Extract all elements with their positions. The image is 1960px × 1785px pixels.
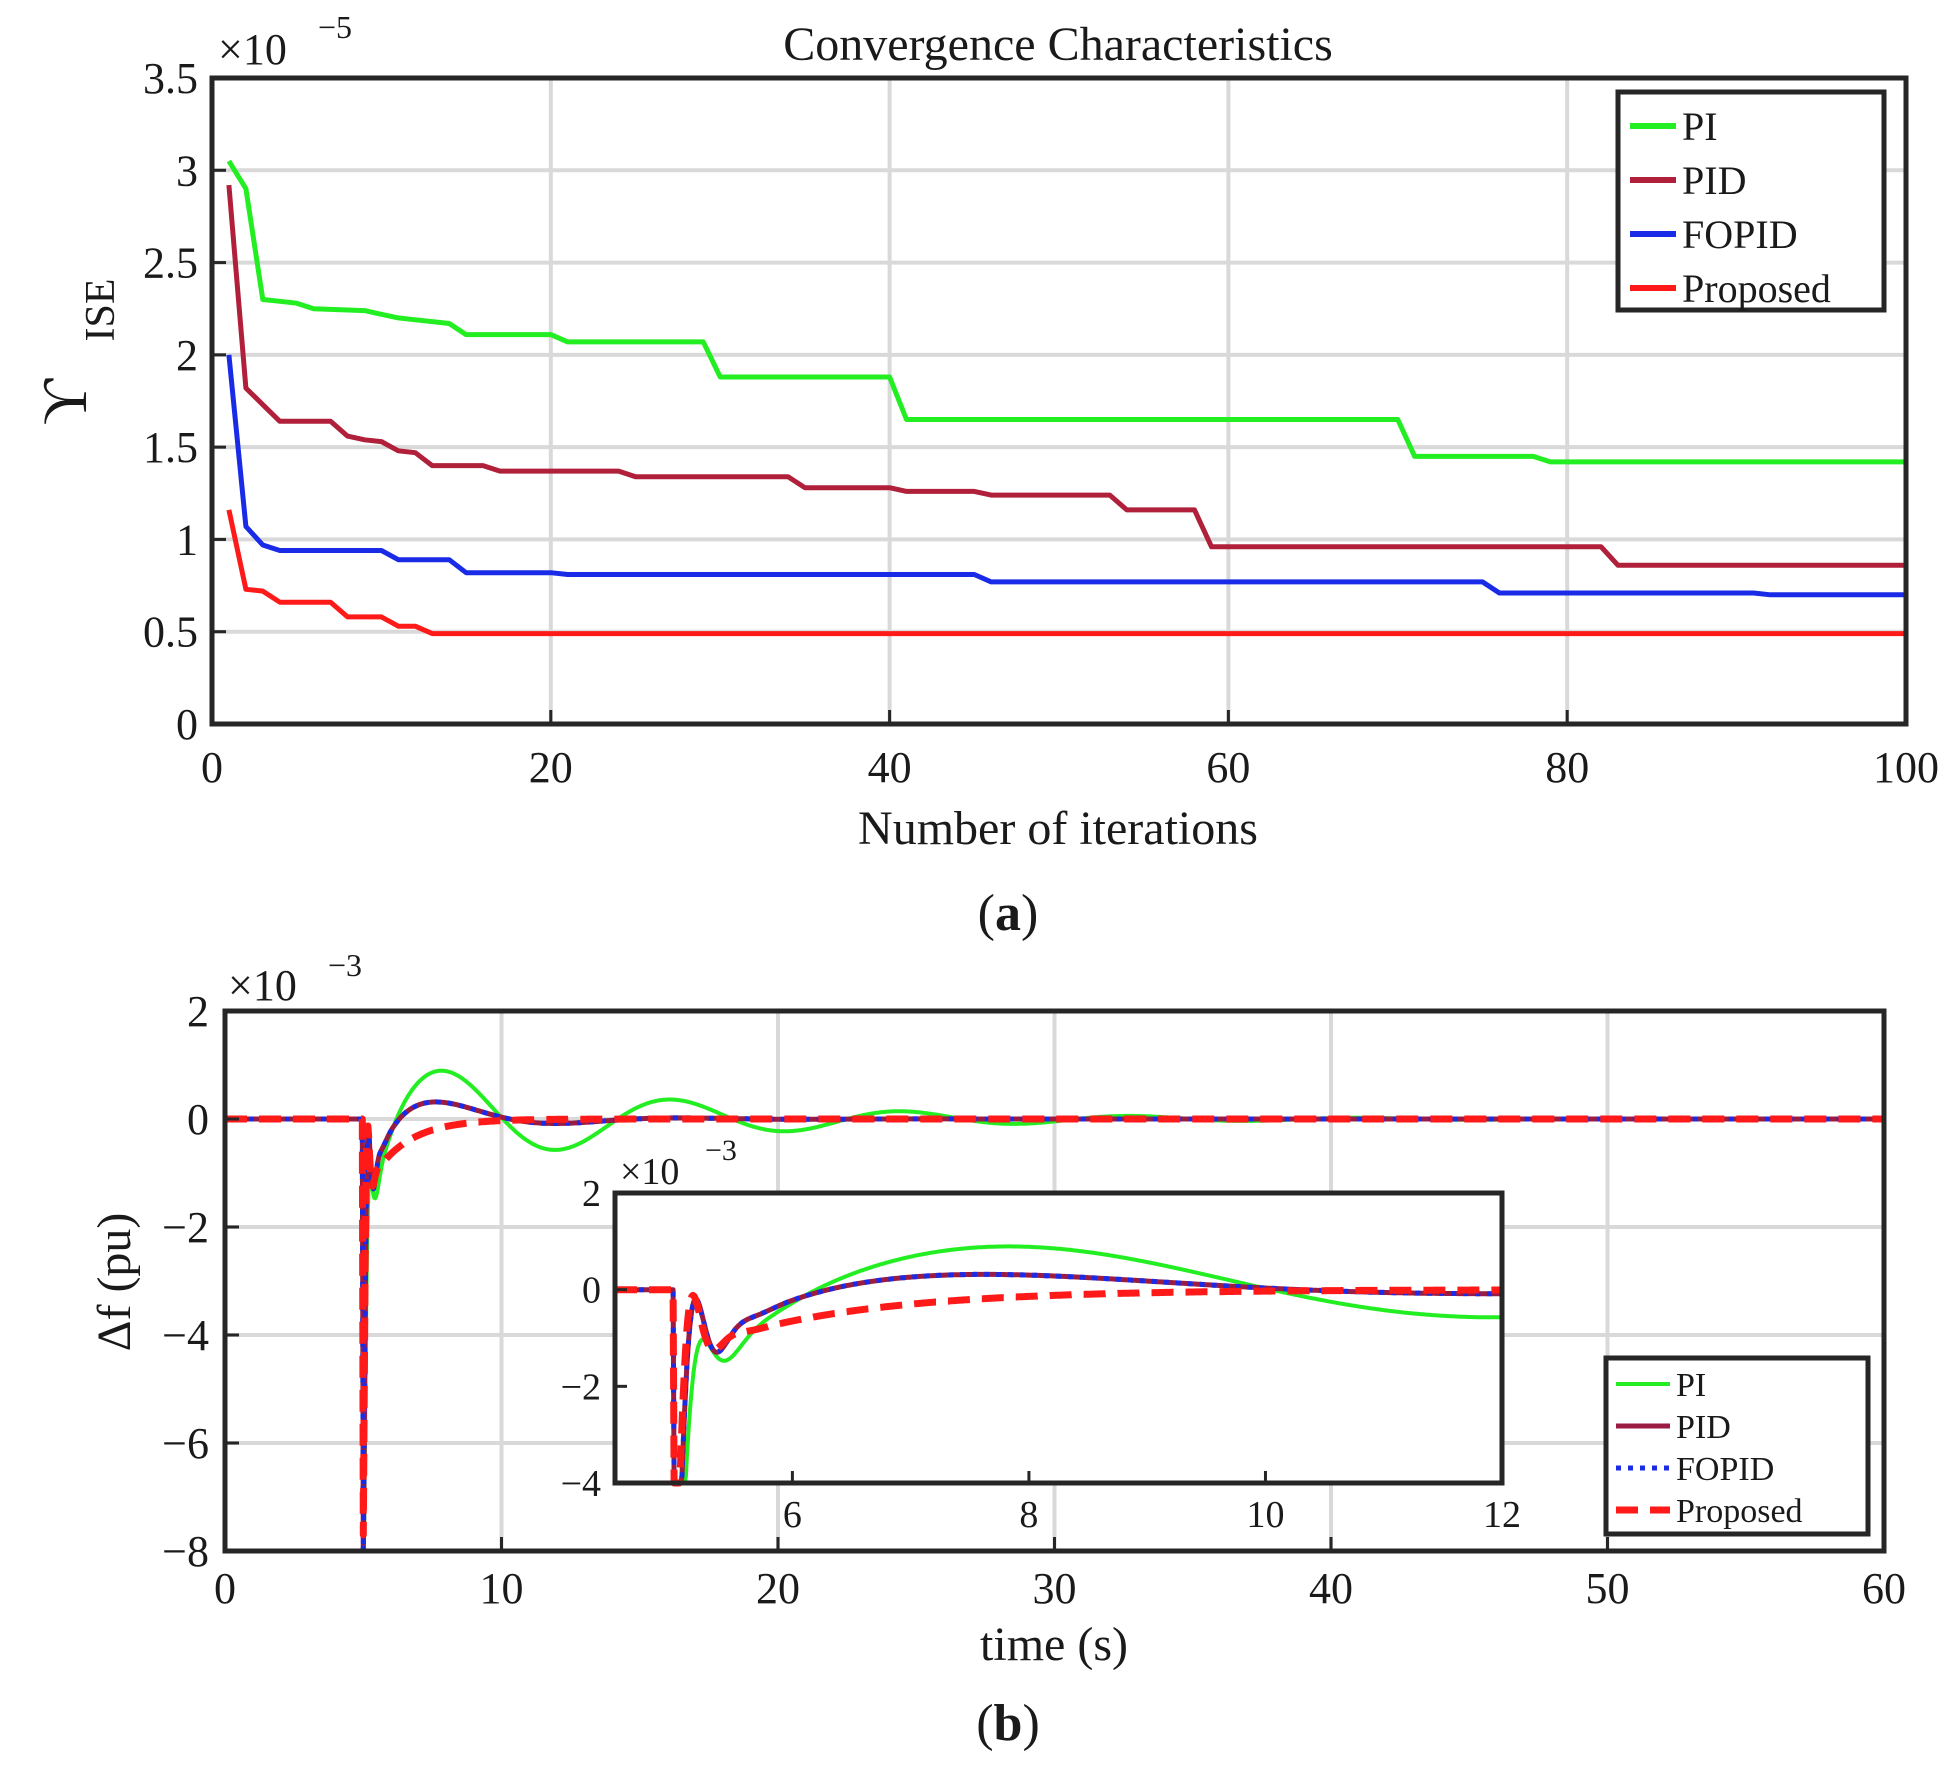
- x-tick-label-a: 0: [201, 743, 223, 792]
- x-tick-label-b: 0: [214, 1564, 236, 1613]
- exponent-power-inset: −3: [705, 1134, 737, 1167]
- y-tick-label-a: 0: [176, 700, 198, 749]
- series-line-pi: [226, 159, 1906, 465]
- series-inset: [612, 1244, 1505, 1487]
- y-tick-label-inset: −2: [561, 1366, 601, 1408]
- ticks-inset: 6 8 10 12 −4 −2 0 2: [561, 1173, 1521, 1536]
- x-tick-label-a: 40: [868, 743, 912, 792]
- series-line-proposed: [222, 1115, 1887, 1539]
- series-line-fopid: [226, 354, 1906, 598]
- legend-label-fopid: FOPID: [1682, 212, 1798, 257]
- y-tick-label-a: 0.5: [143, 608, 198, 657]
- panel-letter-a: a: [995, 885, 1021, 942]
- x-tick-label-a: 20: [529, 743, 573, 792]
- ticks-a: 0 20 40 60 80 100 0 0.5 1 1.5 2 2.5 3 3.5: [143, 54, 1939, 792]
- y-tick-label-b: −2: [162, 1203, 209, 1252]
- legend-box-b: [1603, 1355, 1871, 1537]
- legend-label-b-pi: PI: [1676, 1367, 1706, 1404]
- panel-letter-b: b: [994, 1695, 1023, 1752]
- y-tick-label-inset: −4: [561, 1463, 601, 1505]
- exponent-label-a: ×10 −5: [218, 9, 352, 74]
- series-line-fopid: [613, 1271, 1504, 1486]
- exponent-prefix-inset: ×10: [620, 1151, 679, 1193]
- inset-chart: 6 8 10 12 −4 −2 0 2 ×10 −3: [561, 1134, 1521, 1536]
- chart-title-a: Convergence Characteristics: [783, 18, 1333, 71]
- x-tick-label-b: 50: [1586, 1564, 1630, 1613]
- plot-frame-a: [209, 75, 1909, 727]
- plot-frame-inset: [612, 1190, 1505, 1486]
- series-line-pi: [614, 1244, 1503, 1485]
- series-b: [222, 1068, 1887, 1554]
- x-tick-label-b: 30: [1033, 1564, 1077, 1613]
- x-tick-label-b: 10: [480, 1564, 524, 1613]
- exponent-prefix-a: ×10: [218, 25, 287, 74]
- convergence-chart: 0 20 40 60 80 100 0 0.5 1 1.5 2 2.5 3 3.5 Convergence…: [29, 9, 1939, 942]
- legend-label-proposed: Proposed: [1682, 266, 1831, 311]
- legend-label-b-proposed: Proposed: [1676, 1493, 1803, 1530]
- x-tick-label-a: 80: [1545, 743, 1589, 792]
- y-axis-symbol-a: ϒ: [29, 378, 100, 425]
- x-tick-label-inset: 8: [1019, 1494, 1038, 1536]
- series-line-pid: [226, 184, 1906, 568]
- series-line-proposed: [226, 509, 1906, 637]
- exponent-power-a: −5: [318, 9, 352, 45]
- y-tick-label-b: −4: [162, 1311, 209, 1360]
- x-axis-label-a: Number of iterations: [858, 802, 1258, 855]
- frequency-deviation-chart: 0 10 20 30 40 50 60−8−6−4−202 ×10 −3 time (s) …: [88, 947, 1906, 1752]
- x-tick-label-inset: 10: [1246, 1494, 1284, 1536]
- exponent-label-b: ×10 −3: [228, 947, 362, 1010]
- y-tick-label-b: 0: [187, 1095, 209, 1144]
- y-tick-label-a: 2: [176, 331, 198, 380]
- x-tick-label-b: 20: [756, 1564, 800, 1613]
- y-axis-label-a: ϒ ISE: [29, 279, 124, 426]
- legend-label-b-fopid: FOPID: [1676, 1451, 1774, 1488]
- y-tick-label-b: −8: [162, 1527, 209, 1576]
- x-axis-label-b: time (s): [980, 1618, 1128, 1671]
- x-tick-label-a: 100: [1873, 743, 1939, 792]
- x-tick-label-inset: 6: [783, 1494, 802, 1536]
- exponent-prefix-b: ×10: [228, 961, 297, 1010]
- legend-label-b-pid: PID: [1676, 1409, 1731, 1446]
- y-axis-subscript-a: ISE: [78, 279, 124, 342]
- legend-a: PI PID FOPID Proposed: [1615, 89, 1887, 313]
- x-tick-label-b: 40: [1309, 1564, 1353, 1613]
- y-tick-label-b: −6: [162, 1419, 209, 1468]
- series-a: [226, 159, 1906, 637]
- exponent-label-inset: ×10 −3: [620, 1134, 737, 1193]
- y-tick-label-inset: 2: [582, 1173, 601, 1215]
- exponent-power-b: −3: [328, 947, 362, 983]
- x-tick-label-inset: 12: [1483, 1494, 1521, 1536]
- y-tick-label-b: 2: [187, 987, 209, 1036]
- legend-label-pi: PI: [1682, 104, 1718, 149]
- series-line-proposed: [612, 1286, 1505, 1487]
- legend-b: PI PID FOPID Proposed: [1603, 1355, 1871, 1537]
- panel-label-a: (a): [978, 885, 1039, 942]
- y-tick-label-a: 1: [176, 515, 198, 564]
- ticks-b: 0 10 20 30 40 50 60−8−6−4−202: [162, 987, 1906, 1613]
- y-tick-label-a: 1.5: [143, 423, 198, 472]
- panel-label-b: (b): [976, 1695, 1040, 1752]
- legend-label-pid: PID: [1682, 158, 1746, 203]
- y-tick-label-inset: 0: [582, 1270, 601, 1312]
- x-tick-label-a: 60: [1206, 743, 1250, 792]
- x-tick-label-b: 60: [1862, 1564, 1906, 1613]
- y-tick-label-a: 3: [176, 146, 198, 195]
- y-tick-label-a: 2.5: [143, 239, 198, 288]
- inset-background: [615, 1193, 1502, 1483]
- y-tick-label-a: 3.5: [143, 54, 198, 103]
- y-axis-label-b: Δf (pu): [88, 1213, 141, 1352]
